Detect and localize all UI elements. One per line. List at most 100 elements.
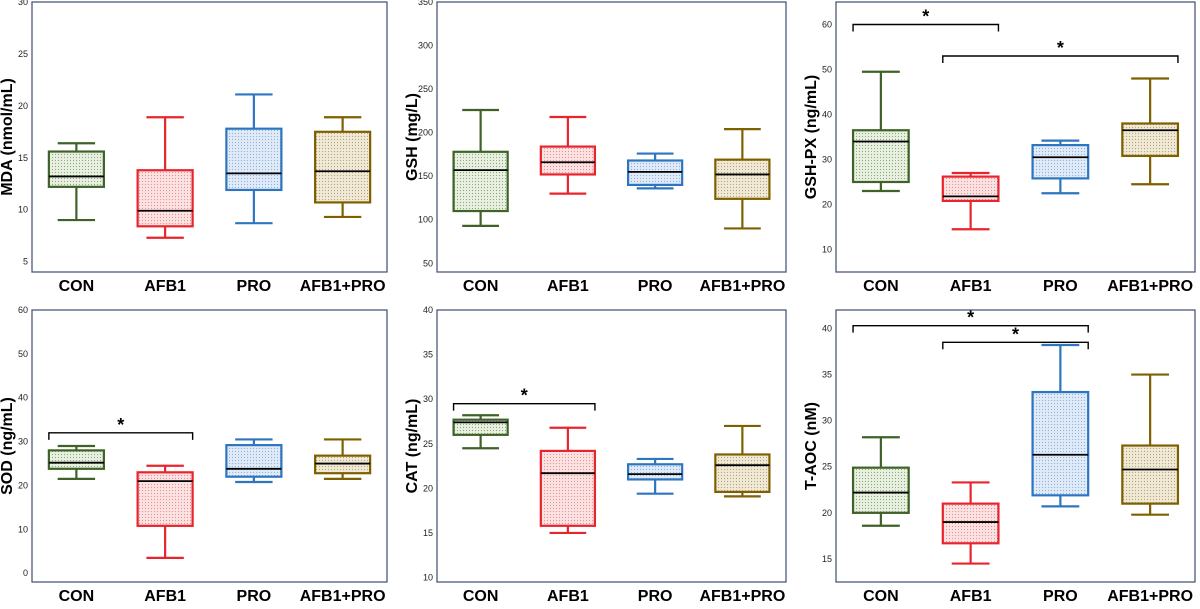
plot-frame — [436, 1, 787, 273]
plot-frame — [31, 309, 388, 583]
x-category-label: PRO — [638, 588, 673, 604]
y-tick-label: 15 — [423, 528, 433, 538]
y-tick-label: 30 — [18, 0, 28, 7]
box-afb1 — [539, 115, 597, 195]
plot-frame — [835, 1, 1196, 273]
iqr-box — [1031, 390, 1090, 497]
x-category-label: AFB1 — [144, 588, 186, 604]
box-pro — [225, 93, 283, 225]
y-tick-label: 10 — [18, 205, 28, 215]
iqr-box — [47, 449, 105, 470]
y-tick-label: 50 — [423, 258, 433, 268]
y-tick-label: 20 — [822, 508, 832, 518]
significance-bracket: * — [452, 386, 596, 411]
iqr-box — [452, 150, 509, 213]
panel-3: 10 20 30 40 50 60 GSH-PX (ng/mL) CON AFB1 PRO AFB1… — [803, 1, 1196, 295]
bracket-line — [942, 55, 1179, 63]
x-category-label: CON — [59, 588, 95, 604]
y-axis-title: CAT (ng/mL) — [404, 399, 421, 494]
box-pro — [1031, 343, 1090, 508]
y-tick-label: 10 — [822, 245, 832, 255]
y-tick-label: 10 — [423, 573, 433, 583]
x-category-label: AFB1 — [950, 278, 992, 295]
box-afb1 — [941, 481, 1000, 565]
y-tick-label: 20 — [423, 483, 433, 493]
y-axis-title: MDA (nmol/mL) — [0, 78, 16, 196]
bracket-line — [852, 324, 1089, 333]
significance-bracket: * — [48, 415, 194, 440]
iqr-box — [941, 502, 1000, 545]
y-tick-label: 15 — [822, 554, 832, 564]
y-axis-title: GSH-PX (ng/mL) — [803, 75, 820, 199]
x-category-label: CON — [863, 588, 899, 604]
y-tick-label: 20 — [18, 101, 28, 111]
x-category-label: PRO — [638, 278, 673, 295]
panel-4: 0 10 20 30 40 50 60 SOD (ng/mL) CON AFB1 PRO AFB1+P… — [0, 305, 388, 605]
significance-star: * — [1012, 324, 1019, 344]
y-tick-label: 20 — [18, 480, 28, 490]
iqr-box — [714, 158, 771, 200]
box-afb1-pro — [314, 116, 372, 219]
iqr-box — [225, 444, 283, 478]
panel-5: 10 15 20 25 30 35 40 CAT (ng/mL) CON AFB1 PRO AFB1+… — [404, 305, 787, 605]
box-con — [47, 142, 105, 222]
x-category-label: AFB1+PRO — [1107, 588, 1193, 604]
x-category-label: AFB1+PRO — [699, 588, 785, 604]
x-category-label: CON — [863, 278, 899, 295]
y-tick-label: 25 — [822, 462, 832, 472]
iqr-box — [851, 466, 910, 514]
y-tick-label: 30 — [822, 416, 832, 426]
iqr-box — [714, 453, 771, 494]
y-tick-label: 100 — [418, 215, 433, 225]
x-category-label: PRO — [237, 588, 272, 604]
significance-star: * — [967, 308, 974, 328]
bracket-line — [48, 432, 194, 440]
y-tick-label: 30 — [822, 155, 832, 165]
box-afb1-pro — [1121, 77, 1180, 186]
y-tick-label: 5 — [23, 257, 28, 267]
x-category-label: AFB1 — [547, 588, 589, 604]
box-pro — [1031, 139, 1090, 195]
iqr-box — [851, 129, 910, 184]
y-tick-label: 250 — [418, 84, 433, 94]
y-tick-label: 25 — [18, 49, 28, 59]
bracket-line — [942, 341, 1089, 350]
x-category-label: AFB1 — [950, 588, 992, 604]
plot-frame — [436, 309, 787, 583]
iqr-box — [626, 463, 684, 481]
y-tick-label: 300 — [418, 41, 433, 51]
iqr-box — [47, 150, 105, 188]
y-tick-label: 30 — [423, 394, 433, 404]
y-axis-title: GSH (mg/L) — [404, 93, 421, 181]
y-tick-label: 200 — [418, 128, 433, 138]
iqr-box — [539, 145, 597, 176]
y-tick-label: 10 — [18, 524, 28, 534]
y-tick-label: 20 — [822, 200, 832, 210]
panel-1: 5 10 15 20 25 30 MDA (nmol/mL) CON AFB1 PRO AFB1+P… — [0, 0, 388, 295]
y-tick-label: 50 — [822, 65, 832, 75]
bracket-line — [852, 23, 1000, 32]
x-category-label: PRO — [1043, 278, 1078, 295]
y-tick-label: 60 — [18, 305, 28, 315]
box-afb1-pro — [714, 128, 771, 230]
iqr-box — [539, 449, 597, 527]
x-category-label: CON — [463, 588, 499, 604]
y-axis-title: T-AOC (nM) — [803, 402, 820, 490]
x-category-label: AFB1+PRO — [699, 278, 785, 295]
x-category-label: AFB1 — [547, 278, 589, 295]
significance-star: * — [922, 7, 929, 27]
bracket-line — [452, 402, 596, 411]
x-category-label: AFB1+PRO — [1107, 278, 1193, 295]
y-axis-title: SOD (ng/mL) — [0, 397, 16, 495]
significance-bracket: * — [942, 324, 1089, 350]
significance-star: * — [117, 415, 124, 435]
x-category-label: AFB1+PRO — [300, 588, 386, 604]
box-afb1 — [539, 426, 597, 535]
y-tick-label: 40 — [423, 305, 433, 315]
y-tick-label: 0 — [23, 568, 28, 578]
y-tick-label: 15 — [18, 153, 28, 163]
box-afb1-pro — [714, 424, 771, 498]
box-afb1-pro — [314, 438, 372, 481]
box-pro — [626, 457, 684, 495]
box-con — [47, 444, 105, 481]
